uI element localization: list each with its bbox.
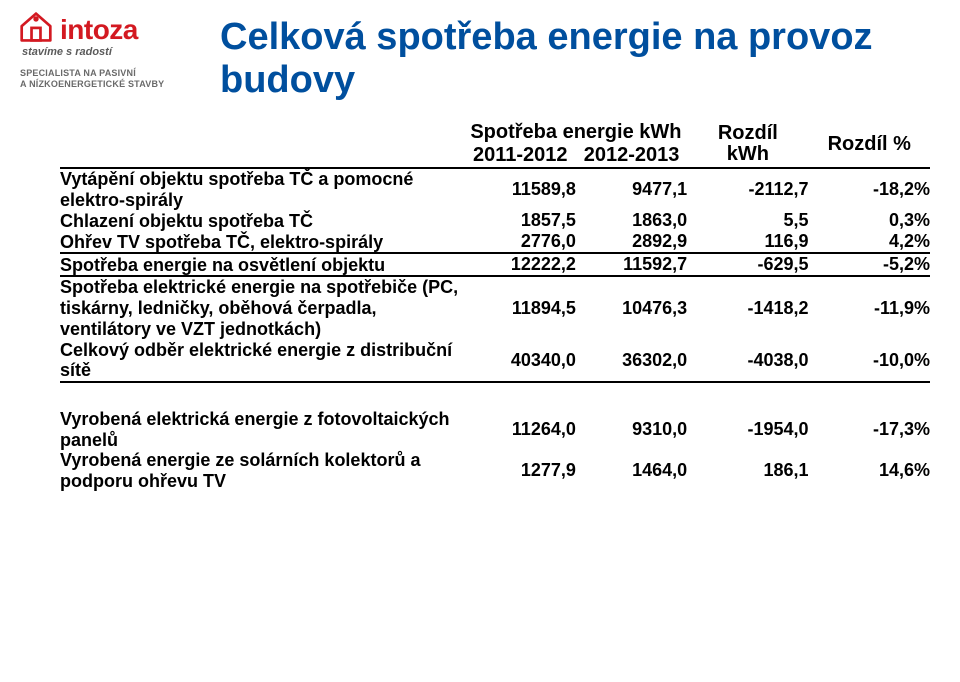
logo-block: intoza stavíme s radostí SPECIALISTA NA … <box>18 10 188 91</box>
row-val-d: 116,9 <box>687 231 808 252</box>
row-val-d: -629,5 <box>687 253 808 275</box>
header-rozdil-l1: Rozdíl <box>718 122 778 144</box>
table-row: Spotřeba elektrické energie na spotřebič… <box>60 276 930 339</box>
row-label: Vytápění objektu spotřeba TČ a pomocné e… <box>60 168 465 210</box>
row-val-p: -18,2% <box>809 168 930 210</box>
row-label: Celkový odběr elektrické energie z distr… <box>60 340 465 381</box>
row-val-b: 9477,1 <box>576 168 687 210</box>
logo-brand: intoza <box>60 16 138 44</box>
row-val-b: 1863,0 <box>576 210 687 231</box>
table-row: Vytápění objektu spotřeba TČ a pomocné e… <box>60 168 930 210</box>
slide-title: Celková spotřeba energie na provoz budov… <box>220 16 920 101</box>
row-val-p: 4,2% <box>809 231 930 252</box>
header-year2: 2012-2013 <box>576 144 687 167</box>
table-row: Vyrobená energie ze solárních kolektorů … <box>60 450 930 491</box>
title-line2: budovy <box>220 59 355 101</box>
row-val-p: -11,9% <box>809 276 930 339</box>
table-header-row1: Spotřeba energie kWh Rozdíl kWh Rozdíl % <box>60 121 930 144</box>
row-val-a: 1857,5 <box>465 210 576 231</box>
row-val-b: 36302,0 <box>576 340 687 381</box>
header-spotreba: Spotřeba energie kWh <box>465 121 688 144</box>
house-icon <box>18 10 54 44</box>
row-val-a: 11894,5 <box>465 276 576 339</box>
header-year1: 2011-2012 <box>465 144 576 167</box>
row-label: Spotřeba elektrické energie na spotřebič… <box>60 276 465 339</box>
row-val-p: -17,3% <box>809 409 930 450</box>
row-val-p: 0,3% <box>809 210 930 231</box>
row-val-a: 40340,0 <box>465 340 576 381</box>
row-val-a: 11264,0 <box>465 409 576 450</box>
row-val-p: -10,0% <box>809 340 930 381</box>
title-line1: Celková spotřeba energie na provoz <box>220 16 873 58</box>
row-val-d: -4038,0 <box>687 340 808 381</box>
row-val-d: -2112,7 <box>687 168 808 210</box>
row-val-b: 9310,0 <box>576 409 687 450</box>
row-val-a: 12222,2 <box>465 253 576 275</box>
row-val-b: 11592,7 <box>576 253 687 275</box>
row-label: Vyrobená energie ze solárních kolektorů … <box>60 450 465 491</box>
row-label: Ohřev TV spotřeba TČ, elektro-spirály <box>60 231 465 252</box>
table-row: Vyrobená elektrická energie z fotovoltai… <box>60 409 930 450</box>
table-row: Ohřev TV spotřeba TČ, elektro-spirály 27… <box>60 231 930 252</box>
row-label: Spotřeba energie na osvětlení objektu <box>60 253 465 275</box>
row-val-p: -5,2% <box>809 253 930 275</box>
table-row: Spotřeba energie na osvětlení objektu 12… <box>60 253 930 275</box>
logo-desc-line2: A NÍZKOENERGETICKÉ STAVBY <box>20 79 164 89</box>
slide: intoza stavíme s radostí SPECIALISTA NA … <box>0 0 960 682</box>
row-label: Chlazení objektu spotřeba TČ <box>60 210 465 231</box>
row-val-a: 1277,9 <box>465 450 576 491</box>
row-val-d: 186,1 <box>687 450 808 491</box>
table-row: Chlazení objektu spotřeba TČ 1857,5 1863… <box>60 210 930 231</box>
logo-description: SPECIALISTA NA PASIVNÍ A NÍZKOENERGETICK… <box>20 68 188 91</box>
header-rozdil: Rozdíl kWh <box>687 121 808 167</box>
row-val-a: 2776,0 <box>465 231 576 252</box>
energy-table: Spotřeba energie kWh Rozdíl kWh Rozdíl %… <box>60 121 930 492</box>
table-row: Celkový odběr elektrické energie z distr… <box>60 340 930 381</box>
row-val-d: -1954,0 <box>687 409 808 450</box>
header-rozdil-l2: kWh <box>727 143 769 165</box>
row-val-d: -1418,2 <box>687 276 808 339</box>
logo-row: intoza <box>18 10 188 44</box>
header-rozdil-pct: Rozdíl % <box>809 121 930 167</box>
row-val-a: 11589,8 <box>465 168 576 210</box>
row-val-b: 10476,3 <box>576 276 687 339</box>
logo-desc-line1: SPECIALISTA NA PASIVNÍ <box>20 68 136 78</box>
row-val-p: 14,6% <box>809 450 930 491</box>
section-gap <box>60 382 930 409</box>
row-val-b: 1464,0 <box>576 450 687 491</box>
row-val-b: 2892,9 <box>576 231 687 252</box>
row-label: Vyrobená elektrická energie z fotovoltai… <box>60 409 465 450</box>
row-val-d: 5,5 <box>687 210 808 231</box>
logo-tagline: stavíme s radostí <box>22 46 188 58</box>
